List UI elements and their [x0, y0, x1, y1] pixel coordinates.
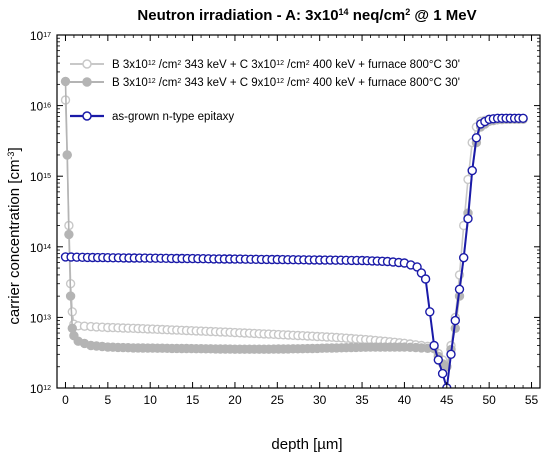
legend: B 3x1012 /cm2 343 keV + C 3x1012 /cm2 40… [70, 59, 460, 123]
x-tick-label: 5 [104, 393, 111, 407]
series-layer [60, 76, 528, 388]
data-point [463, 213, 473, 224]
data-point [62, 150, 72, 160]
y-tick-label: 1015 [30, 170, 51, 184]
legend-label: B 3x1012 /cm2 343 keV + C 9x1012 /cm2 40… [112, 77, 460, 89]
data-point [429, 340, 439, 351]
data-point [450, 315, 460, 326]
y-tick-label: 1012 [30, 382, 51, 396]
data-point [60, 76, 71, 87]
y-axis-label: carrier concentration [cm-3] [6, 147, 23, 324]
axes: 0 5 10 15 20 25 30 35 40 45 50 55101210131014101510… [30, 29, 541, 407]
data-point [471, 133, 482, 143]
data-point [67, 323, 78, 333]
x-tick-label: 0 [62, 393, 69, 407]
legend-marker [82, 111, 92, 121]
data-point [459, 253, 469, 263]
y-tick-label: 1014 [30, 241, 51, 255]
data-point [425, 307, 435, 317]
x-tick-label: 20 [228, 393, 242, 407]
data-point [437, 368, 448, 379]
y-tick-label: 1013 [30, 311, 51, 325]
x-tick-label: 40 [398, 393, 412, 407]
data-point [518, 113, 528, 124]
plot-frame [56, 34, 541, 389]
data-point [65, 291, 76, 301]
x-axis-label: depth [µm] [271, 436, 342, 453]
data-point [446, 349, 456, 359]
data-point [420, 274, 431, 284]
y-tick-label: 1016 [30, 100, 51, 114]
data-point [467, 165, 477, 176]
x-tick-label: 35 [355, 393, 369, 407]
legend-label: as-grown n-type epitaxy [112, 111, 234, 123]
x-tick-label: 15 [186, 393, 200, 407]
x-tick-label: 10 [144, 393, 158, 407]
y-tick-label: 1017 [30, 29, 51, 43]
series-3 [60, 113, 528, 388]
data-point [64, 229, 74, 240]
legend-marker [82, 59, 92, 69]
x-tick-label: 55 [525, 393, 539, 407]
chart-title: Neutron irradiation - A: 3x1014 neq/cm2 … [137, 7, 476, 24]
x-tick-label: 45 [440, 393, 454, 407]
legend-label: B 3x1012 /cm2 343 keV + C 3x1012 /cm2 40… [112, 59, 460, 71]
legend-marker [82, 77, 92, 87]
x-tick-label: 50 [482, 393, 496, 407]
data-point [454, 284, 465, 294]
data-point [433, 355, 443, 365]
x-tick-label: 25 [271, 393, 285, 407]
x-tick-label: 30 [313, 393, 327, 407]
